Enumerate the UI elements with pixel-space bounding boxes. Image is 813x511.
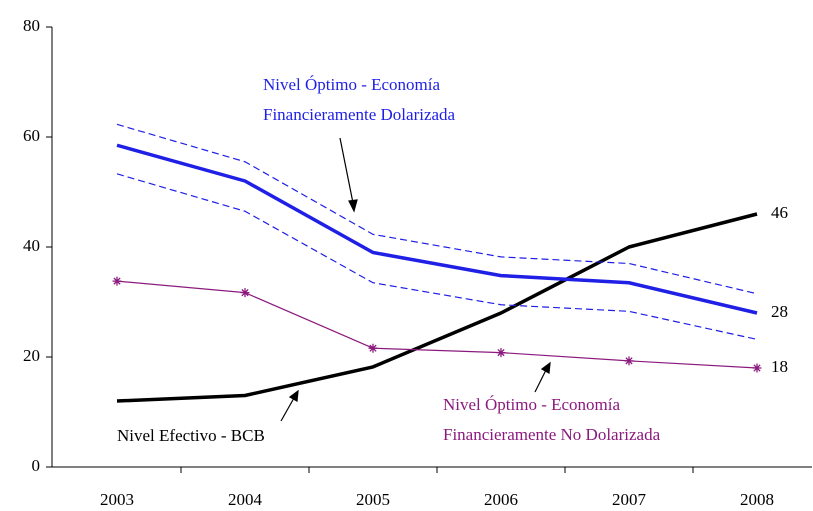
arrow-head <box>540 361 551 374</box>
series-line <box>116 173 758 340</box>
annotation: Nivel Óptimo - Economía <box>443 395 621 414</box>
point-marker <box>752 363 762 373</box>
y-tick-label: 20 <box>23 346 40 365</box>
x-tick-label: 2006 <box>484 490 518 509</box>
point-marker <box>368 343 378 353</box>
x-tick-label: 2004 <box>228 490 263 509</box>
x-tick-label: 2008 <box>740 490 774 509</box>
arrow-head <box>288 389 299 402</box>
point-marker <box>496 348 506 358</box>
arrows <box>280 137 551 422</box>
series-line <box>116 280 758 369</box>
y-tick-label: 0 <box>32 456 41 475</box>
end-label: 28 <box>771 302 788 321</box>
series-line <box>116 143 758 315</box>
series-line <box>116 123 758 295</box>
x-tick-label: 2007 <box>612 490 647 509</box>
y-tick-label: 40 <box>23 236 40 255</box>
annotation: Financieramente Dolarizada <box>263 105 456 124</box>
y-tick-label: 60 <box>23 126 40 145</box>
arrow <box>339 137 354 204</box>
arrow-head <box>348 199 358 213</box>
annotation: Financieramente No Dolarizada <box>443 425 661 444</box>
arrow <box>534 369 547 393</box>
x-tick-label: 2003 <box>100 490 134 509</box>
point-marker <box>624 356 634 366</box>
arrow <box>280 397 295 422</box>
end-label: 18 <box>771 357 788 376</box>
point-marker <box>240 288 250 298</box>
x-tick-label: 2005 <box>356 490 390 509</box>
series-line <box>116 212 758 403</box>
y-tick-label: 80 <box>23 16 40 35</box>
annotation: Nivel Efectivo - BCB <box>117 426 265 445</box>
end-label: 46 <box>771 203 788 222</box>
annotation: Nivel Óptimo - Economía <box>263 75 441 94</box>
point-marker <box>112 276 122 286</box>
